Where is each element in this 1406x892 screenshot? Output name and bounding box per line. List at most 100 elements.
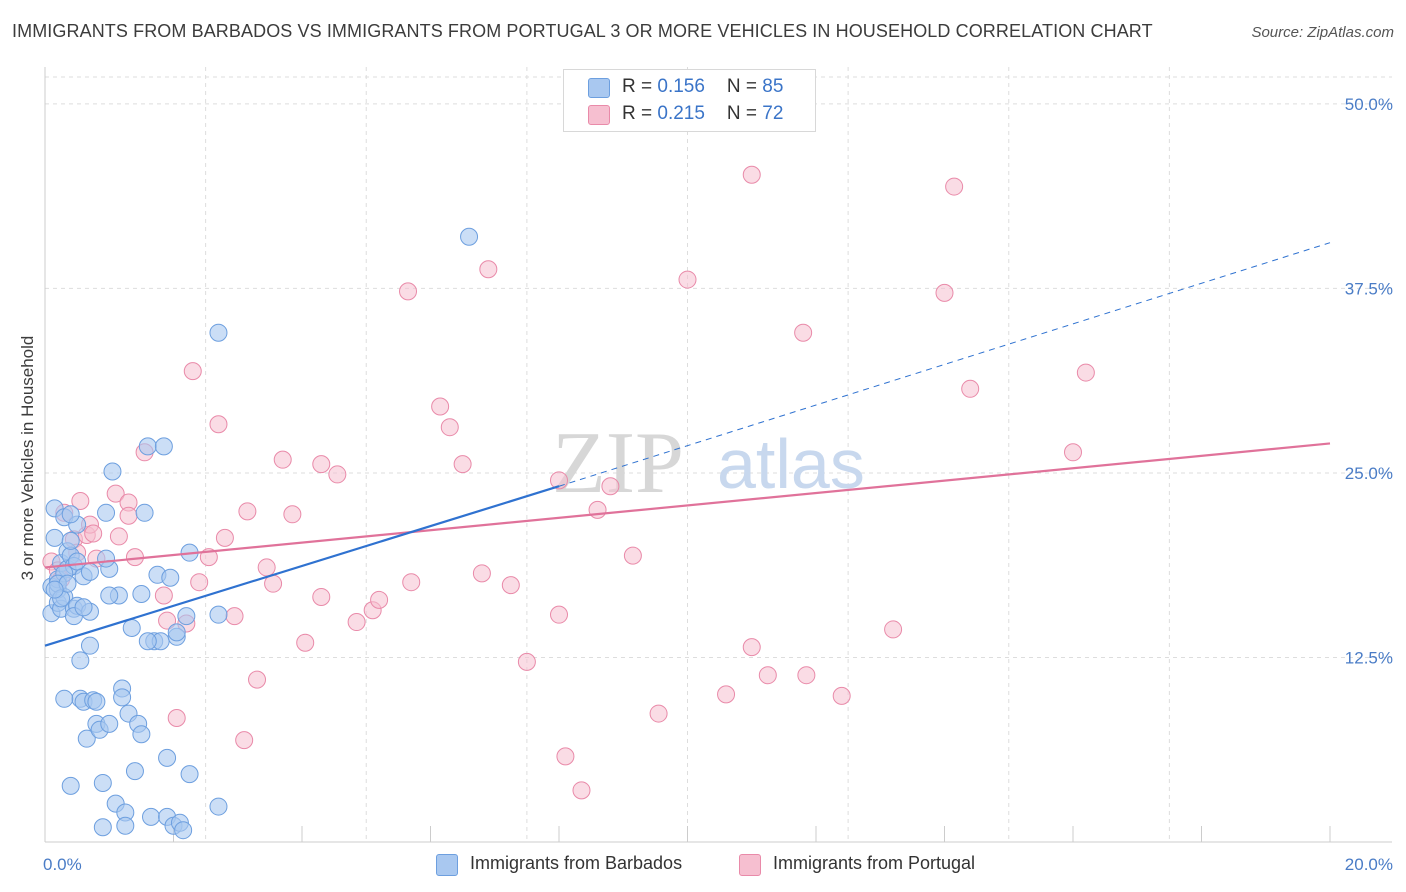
portugal-point	[248, 670, 267, 689]
barbados-point	[116, 816, 135, 835]
portugal-point	[431, 397, 450, 416]
barbados-point	[138, 632, 157, 651]
portugal-point	[1076, 363, 1095, 382]
portugal-point	[84, 524, 103, 543]
barbados-point	[180, 765, 199, 784]
legend-swatch-portugal	[588, 105, 610, 125]
barbados-point	[177, 607, 196, 626]
barbados-point	[125, 762, 144, 781]
tick-labels: 12.5% 25.0% 37.5% 50.0% 0.0% 20.0%	[43, 95, 1393, 874]
bottom-legend-label-barbados: Immigrants from Barbados	[470, 853, 683, 873]
bottom-legend-label-portugal: Immigrants from Portugal	[773, 853, 976, 873]
portugal-point	[717, 685, 736, 704]
barbados-point	[158, 748, 177, 767]
portugal-point	[742, 165, 761, 184]
portugal-point	[273, 450, 292, 469]
barbados-point	[55, 689, 74, 708]
legend-n-value: 72	[762, 103, 784, 124]
portugal-point	[479, 260, 498, 279]
barbados-point	[93, 773, 112, 792]
legend-r-label: R =	[622, 103, 658, 124]
portugal-point	[109, 527, 128, 546]
barbados-point	[97, 549, 116, 568]
portugal-point	[572, 781, 591, 800]
barbados-point	[132, 725, 151, 744]
barbados-point	[74, 598, 93, 617]
portugal-point	[588, 500, 607, 519]
portugal-point	[106, 484, 125, 503]
portugal-point	[119, 506, 138, 525]
y-tick-label: 37.5%	[1345, 279, 1393, 298]
correlation-legend: R = 0.156 N = 85 R = 0.215 N = 72	[563, 69, 816, 132]
barbados-trend-line	[44, 485, 560, 647]
portugal-point	[501, 576, 520, 595]
legend-n-label: N =	[726, 103, 763, 124]
portugal-point	[347, 613, 366, 632]
portugal-point	[1064, 443, 1082, 462]
portugal-point	[183, 362, 202, 381]
barbados-point	[93, 818, 112, 837]
barbados-point	[80, 636, 99, 655]
portugal-point	[235, 731, 254, 750]
barbados-point	[80, 562, 99, 581]
barbados-point	[45, 528, 64, 547]
y-tick-label: 25.0%	[1345, 464, 1393, 483]
barbados-point	[122, 618, 141, 637]
portugal-point	[296, 633, 315, 652]
watermark-zip: ZIP	[552, 415, 684, 512]
barbados-point	[209, 323, 228, 342]
barbados-point	[61, 776, 80, 795]
y-tick-label: 12.5%	[1345, 648, 1393, 667]
portugal-point	[884, 620, 903, 639]
legend-text-portugal: R = 0.215 N = 72	[622, 103, 783, 125]
portugal-point	[742, 638, 761, 657]
gridlines	[45, 67, 1392, 842]
legend-n-value: 85	[762, 76, 784, 97]
portugal-point	[238, 502, 257, 521]
barbados-point	[61, 505, 80, 524]
portugal-point	[402, 573, 421, 592]
barbados-point	[100, 714, 119, 733]
watermark: ZIP atlas	[552, 415, 865, 512]
portugal-point	[550, 605, 568, 624]
portugal-point	[328, 465, 347, 484]
portugal-point	[601, 477, 620, 496]
barbados-point	[167, 623, 186, 642]
portugal-point	[71, 492, 90, 510]
legend-n-label: N =	[726, 76, 763, 97]
barbados-point	[138, 437, 157, 456]
portugal-point	[370, 590, 389, 609]
barbados-point	[87, 692, 106, 711]
portugal-point	[623, 546, 642, 565]
barbados-point	[71, 651, 90, 670]
axes	[44, 67, 1392, 843]
legend-r-value: 0.156	[657, 76, 705, 97]
legend-r-value: 0.215	[657, 103, 705, 124]
portugal-point	[758, 666, 777, 685]
portugal-point	[312, 587, 331, 606]
portugal-point	[453, 455, 472, 474]
y-tick-label: 50.0%	[1345, 95, 1393, 114]
barbados-point	[103, 462, 122, 481]
portugal-point	[961, 379, 980, 398]
portugal-point	[215, 528, 234, 547]
portugal-point	[556, 747, 575, 766]
barbados-point	[161, 568, 180, 587]
barbados-point	[142, 807, 161, 826]
portugal-point	[312, 455, 331, 474]
x-tick-label: 0.0%	[43, 855, 82, 874]
portugal-point	[167, 709, 186, 727]
bottom-legend-swatch-portugal	[739, 854, 761, 876]
portugal-point	[797, 666, 816, 685]
barbados-points	[42, 227, 479, 840]
barbados-point	[77, 729, 96, 748]
source-label: Source: ZipAtlas.com	[1251, 24, 1394, 41]
barbados-point	[135, 503, 154, 522]
barbados-point	[61, 531, 80, 550]
portugal-point	[649, 704, 668, 723]
portugal-trend-line	[44, 442, 1331, 569]
portugal-point	[158, 611, 177, 630]
portugal-point	[517, 652, 536, 671]
portugal-points	[42, 165, 1095, 800]
